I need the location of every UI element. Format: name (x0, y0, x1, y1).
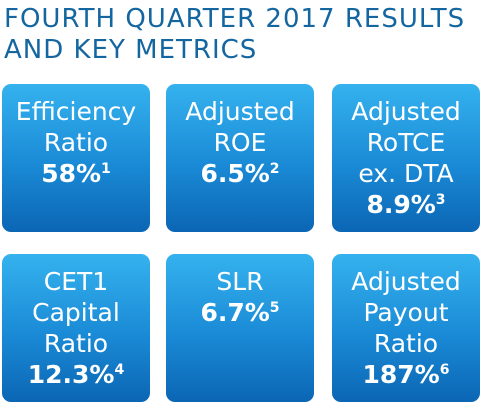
metric-tile: SLR 6.7%5 (166, 254, 314, 402)
metric-label: Adjusted (351, 267, 461, 296)
metric-label: SLR (216, 267, 264, 296)
metric-value: 6.7% (200, 298, 270, 327)
metric-label: Efficiency (15, 97, 137, 126)
metric-label: Adjusted (185, 97, 295, 126)
metric-value-row: 6.7%5 (166, 297, 314, 328)
metric-tile: Adjusted ROE 6.5%2 (166, 84, 314, 232)
metric-value: 8.9% (366, 190, 436, 219)
footnote: 2 (269, 161, 280, 177)
metric-label: RoTCE (366, 128, 446, 157)
footnote: 6 (439, 362, 450, 378)
footnote: 1 (101, 161, 111, 177)
metric-tile: Adjusted RoTCE ex. DTA 8.9%3 (332, 84, 480, 232)
metric-tile: Adjusted Payout Ratio 187%6 (332, 254, 480, 402)
title-line: FOURTH QUARTER 2017 RESULTS (4, 4, 466, 34)
metric-label: Ratio (43, 128, 109, 157)
metric-value-row: 187%6 (332, 359, 480, 390)
title-line: AND KEY METRICS (4, 35, 258, 65)
metric-tile: Efficiency Ratio 58%1 (2, 84, 150, 232)
metric-value: 12.3% (27, 360, 115, 389)
metric-value-row: 58%1 (2, 158, 150, 189)
metric-label: Payout (363, 298, 449, 327)
metric-label: ex. DTA (358, 159, 454, 188)
metric-value-row: 6.5%2 (166, 158, 314, 189)
metric-label: CET1 (43, 267, 109, 296)
metric-label: ROE (213, 128, 267, 157)
metric-value: 58% (41, 159, 102, 188)
title: FOURTH QUARTER 2017 RESULTS AND KEY METRI… (4, 4, 465, 66)
metric-label: Ratio (373, 329, 439, 358)
metric-label: Adjusted (351, 97, 461, 126)
footnote: 4 (114, 362, 125, 378)
metric-label: Ratio (43, 329, 109, 358)
footnote: 5 (269, 300, 280, 316)
metric-value: 6.5% (200, 159, 270, 188)
metric-value-row: 8.9%3 (332, 189, 480, 220)
metric-value-row: 12.3%4 (2, 359, 150, 390)
metric-value: 187% (362, 360, 440, 389)
metric-label: Capital (32, 298, 120, 327)
footnote: 3 (435, 192, 446, 208)
metric-tile: CET1 Capital Ratio 12.3%4 (2, 254, 150, 402)
